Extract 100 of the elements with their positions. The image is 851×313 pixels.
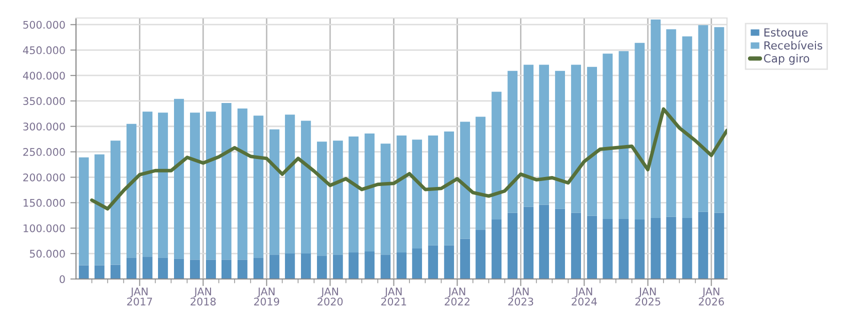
bar	[380, 254, 391, 279]
legend-label: Estoque	[764, 28, 808, 39]
bar	[348, 136, 359, 253]
bar	[110, 140, 120, 265]
bar	[524, 64, 534, 207]
bar	[94, 154, 104, 266]
legend-label: Cap giro	[764, 54, 810, 65]
bar	[237, 108, 248, 260]
bar	[666, 29, 676, 217]
bar	[300, 120, 311, 254]
y-tick-label: 400.000	[23, 72, 65, 80]
bar	[332, 140, 343, 255]
bar	[682, 218, 692, 279]
bar	[380, 144, 391, 255]
bar	[316, 256, 327, 279]
bar	[396, 136, 407, 253]
bar	[332, 254, 343, 279]
bar	[221, 102, 232, 260]
bar	[237, 260, 248, 279]
bar	[539, 64, 549, 205]
bar	[618, 51, 629, 219]
x-tick-label: JAN 2020	[318, 288, 343, 306]
y-tick-label: 0	[60, 275, 65, 284]
x-tick-label: JAN 2024	[572, 288, 597, 306]
bar	[571, 64, 581, 213]
bar	[428, 136, 438, 246]
bar	[571, 212, 581, 279]
bar	[460, 238, 470, 279]
x-tick-label: JAN 2021	[381, 288, 406, 306]
bar	[300, 254, 311, 279]
bar	[126, 258, 136, 279]
bar	[142, 112, 152, 257]
x-tick-label: JAN 2025	[635, 288, 660, 306]
x-tick-label: JAN 2022	[444, 288, 470, 306]
x-tick-label: JAN 2017	[127, 288, 152, 306]
bar	[126, 124, 136, 258]
bar	[190, 260, 200, 279]
bar	[348, 252, 359, 279]
bar	[650, 218, 661, 279]
bar	[508, 70, 518, 213]
bar	[444, 131, 454, 246]
bar	[221, 260, 232, 279]
bar	[460, 122, 470, 239]
bar	[714, 212, 724, 279]
bar	[508, 212, 518, 279]
bar	[444, 245, 454, 279]
bar	[555, 70, 565, 209]
bar	[174, 258, 184, 279]
bar	[428, 245, 438, 279]
bar	[78, 265, 89, 279]
bar	[364, 133, 375, 252]
y-tick-label: 150.000	[24, 198, 65, 207]
y-tick-label: 350.000	[23, 97, 65, 106]
bar	[174, 98, 184, 259]
line-series	[90, 107, 727, 211]
bar	[253, 258, 264, 279]
legend-label: Recebíveis	[764, 40, 822, 50]
x-tick-label: JAN 2019	[254, 288, 280, 306]
y-tick-label: 100.000	[24, 224, 65, 232]
bar	[206, 260, 216, 279]
bar	[698, 212, 708, 279]
bar	[269, 254, 280, 279]
bar	[142, 256, 152, 279]
bar	[650, 20, 661, 218]
bar	[492, 219, 502, 279]
y-tick-label: 200.000	[23, 173, 65, 182]
bar	[602, 218, 613, 279]
bar	[158, 258, 168, 279]
bar	[618, 218, 629, 279]
bar	[396, 252, 407, 279]
bar	[190, 112, 200, 260]
bar	[602, 54, 613, 219]
bar	[587, 66, 597, 216]
bar	[666, 216, 676, 279]
bar	[110, 264, 120, 279]
bar	[94, 265, 104, 279]
bar	[492, 92, 502, 220]
bar	[698, 25, 708, 212]
bar	[206, 112, 216, 260]
bar	[524, 206, 534, 279]
x-tick-label: JAN 2026	[698, 288, 724, 306]
bar	[634, 42, 645, 220]
x-tick-label: JAN 2023	[508, 288, 534, 306]
bar	[253, 116, 264, 258]
bar	[412, 140, 422, 248]
bar	[714, 27, 724, 213]
x-tick-label: JAN 2018	[190, 288, 216, 306]
bar	[476, 116, 486, 230]
bar	[539, 204, 549, 279]
bar	[587, 216, 597, 279]
y-tick-label: 300.000	[23, 122, 65, 130]
bar	[412, 248, 422, 279]
bar	[284, 114, 295, 254]
y-tick-label: 250.000	[23, 148, 65, 156]
bar	[555, 208, 565, 279]
bar	[284, 254, 295, 279]
bar	[476, 230, 486, 279]
bar	[682, 36, 692, 218]
y-tick-label: 450.000	[23, 46, 65, 54]
bar	[316, 142, 327, 256]
